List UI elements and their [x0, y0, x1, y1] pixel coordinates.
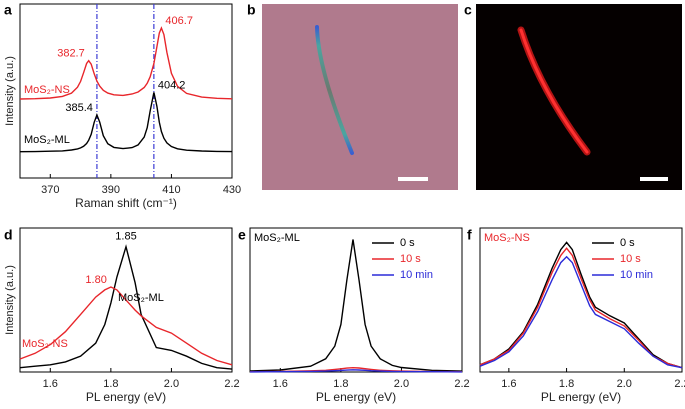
x-tick-label: 370: [41, 184, 59, 196]
series-label: MoS₂-ML: [118, 292, 164, 304]
x-tick-label: 2.0: [617, 378, 632, 390]
series-label: MoS₂-NS: [22, 338, 68, 350]
legend-label: 0 s: [620, 237, 635, 249]
plot-frame: [479, 227, 683, 373]
panel-title: MoS₂-ML: [254, 232, 300, 244]
panel-label: e: [238, 227, 246, 243]
panel-label: a: [4, 2, 12, 18]
x-axis-label: PL energy (eV): [316, 390, 396, 404]
series-line: [19, 244, 233, 370]
series-line: [19, 26, 233, 100]
panel-label: d: [4, 227, 13, 243]
x-tick-label: 1.8: [333, 378, 348, 390]
x-tick-label: 2.2: [674, 378, 685, 390]
series-line: [249, 369, 463, 373]
x-tick-label: 1.6: [273, 378, 288, 390]
series-line: [19, 92, 233, 153]
legend-label: 10 min: [620, 269, 653, 281]
panel-label: b: [247, 2, 256, 18]
x-tick-label: 430: [223, 184, 241, 196]
x-tick-label: 2.2: [224, 378, 239, 390]
peak-label: 385.4: [65, 102, 93, 114]
pl-map-image: [476, 4, 682, 190]
peak-label: 382.7: [57, 48, 85, 60]
y-axis-label: Intensity (a.u.): [4, 265, 16, 335]
series-label: MoS₂-NS: [24, 84, 70, 96]
peak-label: 1.80: [85, 274, 106, 286]
series-line: [479, 247, 683, 369]
x-tick-label: 1.6: [501, 378, 516, 390]
x-tick-label: 390: [102, 184, 120, 196]
legend-label: 0 s: [400, 237, 415, 249]
series-line: [249, 239, 463, 372]
x-tick-label: 1.8: [103, 378, 118, 390]
legend-label: 10 s: [620, 253, 641, 265]
y-axis-label: Intensity (a.u.): [4, 56, 16, 126]
plot-frame: [19, 3, 233, 179]
optical-image: [262, 4, 458, 190]
x-axis-label: PL energy (eV): [541, 390, 621, 404]
x-axis-label: PL energy (eV): [86, 390, 166, 404]
panel-title: MoS₂-NS: [484, 232, 530, 244]
peak-label: 404.2: [158, 79, 186, 91]
x-tick-label: 2.0: [164, 378, 179, 390]
x-tick-label: 1.8: [559, 378, 574, 390]
peak-label: 406.7: [165, 15, 193, 27]
series-line: [479, 255, 683, 369]
x-tick-label: 2.0: [394, 378, 409, 390]
x-tick-label: 1.6: [43, 378, 58, 390]
legend-label: 10 min: [400, 269, 433, 281]
series-line: [19, 286, 233, 366]
plot-frame: [249, 227, 463, 373]
x-tick-label: 410: [162, 184, 180, 196]
x-axis-label: Raman shift (cm⁻¹): [75, 196, 177, 210]
peak-label: 1.85: [115, 231, 136, 243]
series-label: MoS₂-ML: [24, 134, 70, 146]
panel-label: c: [464, 2, 472, 18]
plot-frame: [19, 227, 233, 373]
x-tick-label: 2.2: [454, 378, 469, 390]
series-line: [479, 241, 683, 369]
panel-label: f: [467, 227, 472, 243]
legend-label: 10 s: [400, 253, 421, 265]
